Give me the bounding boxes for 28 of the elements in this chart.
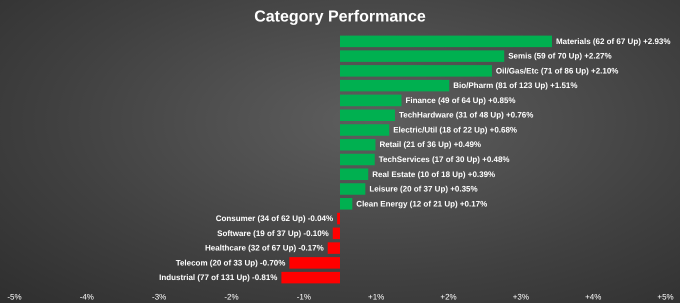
x-tick-label: -4% [80, 292, 94, 302]
y-tick-label: Healthcare (32 of 67 Up) -0.17% [204, 244, 324, 253]
y-tick-label: Finance (49 of 64 Up) +0.85% [405, 96, 516, 105]
x-tick-label: +3% [512, 292, 529, 302]
x-tick-label: -2% [224, 292, 239, 302]
y-tick-label: Consumer (34 of 62 Up) -0.04% [216, 214, 334, 224]
y-tick-label: Industrial (77 of 131 Up) -0.81% [159, 273, 278, 282]
y-tick-label: Bio/Pharm (81 of 123 Up) +1.51% [453, 81, 578, 90]
x-tick-label: -3% [152, 292, 166, 302]
y-tick-label: Real Estate (10 of 18 Up) +0.39% [372, 170, 496, 179]
y-tick-label: Semis (59 of 70 Up) +2.27% [508, 52, 612, 61]
x-tick-label: +2% [440, 292, 457, 302]
y-tick-label: Leisure (20 of 37 Up) +0.35% [369, 184, 478, 194]
x-tick-label: +4% [585, 292, 602, 302]
y-tick-label: TechHardware (31 of 48 Up) +0.76% [398, 110, 534, 120]
x-tick-label: -5% [7, 292, 22, 302]
y-tick-label: Oil/Gas/Etc (71 of 86 Up) +2.10% [496, 66, 618, 76]
y-tick-label: Software (19 of 37 Up) -0.10% [217, 228, 329, 238]
y-tick-label: Telecom (20 of 33 Up) -0.70% [176, 258, 286, 268]
x-tick-label: +5% [657, 292, 674, 302]
y-tick-label: Retail (21 of 36 Up) +0.49% [379, 140, 482, 150]
x-tick-label: -1% [296, 292, 311, 302]
x-tick-label: +1% [368, 292, 384, 302]
y-tick-label: Materials (62 of 67 Up) +2.93% [556, 36, 670, 46]
y-tick-label: Electric/Util (18 of 22 Up) +0.68% [393, 125, 518, 134]
chart-title: Category Performance [254, 8, 426, 26]
y-tick-label: Clean Energy (12 of 21 Up) +0.17% [356, 199, 488, 208]
y-tick-label: TechServices (17 of 30 Up) +0.48% [378, 155, 510, 164]
